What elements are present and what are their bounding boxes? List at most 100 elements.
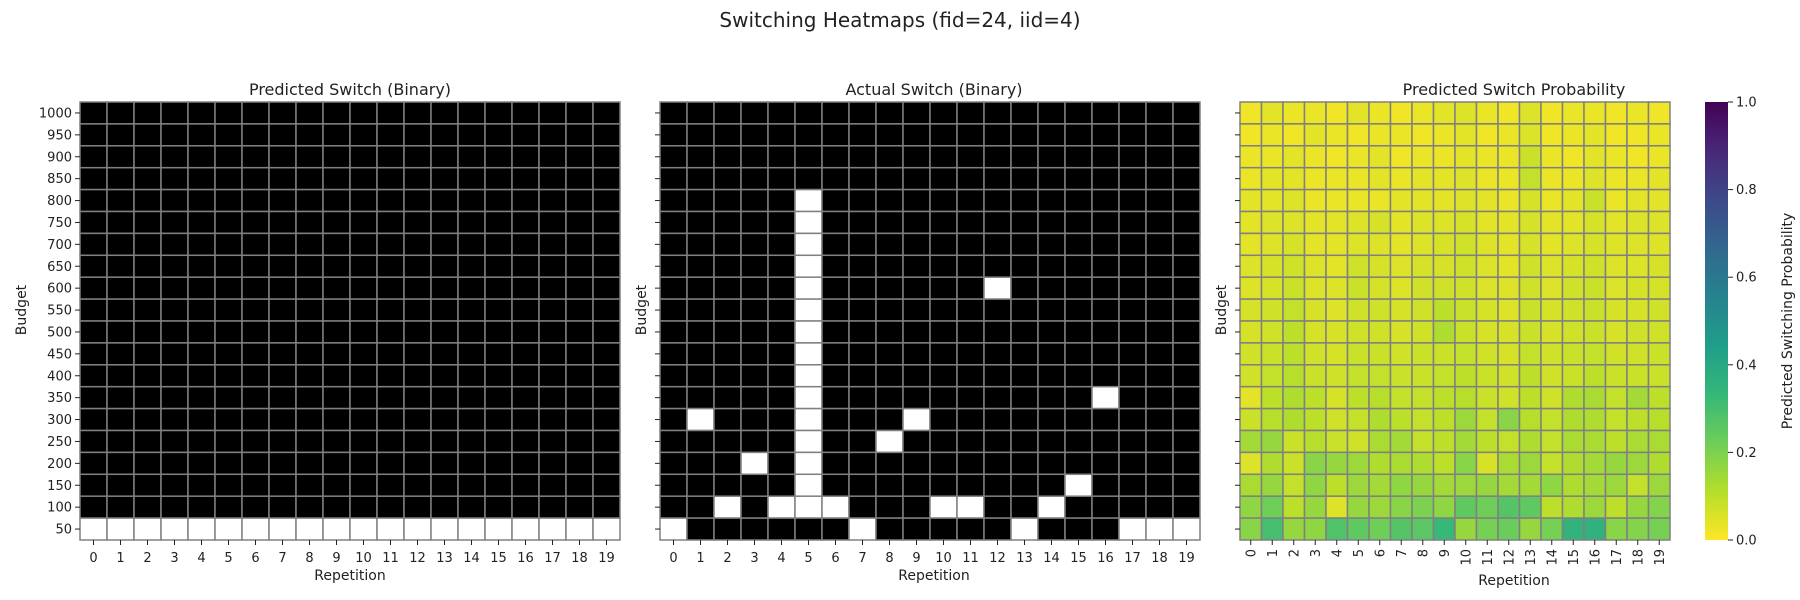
heatmap-cell (187, 254, 216, 278)
heatmap-cell (79, 232, 108, 257)
heatmap-cell (430, 495, 459, 519)
heatmap-cell (484, 320, 513, 344)
heatmap-cell (659, 276, 688, 300)
heatmap-cell (740, 298, 769, 322)
heatmap-cell (133, 364, 162, 388)
heatmap-cell (430, 188, 459, 213)
heatmap-cell (295, 320, 324, 344)
heatmap-cell (983, 517, 1012, 541)
heatmap-cell (160, 364, 189, 388)
heatmap-cell (794, 210, 823, 235)
x-tick-label: 9 (912, 551, 920, 566)
heatmap-cell (821, 188, 850, 213)
heatmap-cell (1145, 210, 1174, 235)
heatmap-cell (511, 385, 540, 410)
heatmap-cell (511, 407, 540, 432)
heatmap-cell (956, 101, 985, 125)
heatmap-cell (457, 188, 486, 213)
heatmap-cell (133, 517, 162, 541)
heatmap-cell (268, 364, 297, 388)
heatmap-cell (322, 123, 351, 147)
heatmap-cell (403, 320, 432, 344)
heatmap-cell (79, 123, 108, 147)
heatmap-cell (1239, 473, 1263, 497)
heatmap-cell (349, 166, 378, 191)
tick-labels-actual-binary: 0 1 2 3 4 5 6 7 8 9 10 11 12 13 14 15 16 17 18 19 (655, 112, 1195, 566)
heatmap-cell (376, 451, 405, 476)
heatmap-cell (376, 517, 405, 541)
heatmap-cell (1346, 385, 1370, 410)
heatmap-cell (1037, 385, 1066, 410)
y-axis-label-predicted-probability: Budget (1214, 284, 1230, 335)
heatmap-cell (511, 123, 540, 147)
heatmap-cell (929, 276, 958, 300)
heatmap-cell (133, 232, 162, 257)
heatmap-cell (79, 342, 108, 366)
heatmap-cell (322, 385, 351, 410)
heatmap-cell (875, 276, 904, 300)
heatmap-cell (1604, 145, 1628, 169)
heatmap-cell (1389, 101, 1413, 125)
heatmap-cell (1239, 342, 1263, 366)
heatmap-cell (1145, 451, 1174, 476)
heatmap-cell (187, 188, 216, 213)
heatmap-cell (565, 188, 594, 213)
heatmap-cell (1346, 451, 1370, 476)
heatmap-cell (686, 342, 715, 366)
heatmap-cell (295, 123, 324, 147)
heatmap-cell (187, 364, 216, 388)
heatmap-cell (1260, 232, 1284, 257)
heatmap-cell (1282, 385, 1306, 410)
heatmap-cell (1172, 517, 1201, 541)
heatmap-cell (659, 210, 688, 235)
heatmap-cell (214, 429, 243, 454)
heatmap-cell (322, 232, 351, 257)
heatmap-cell (983, 210, 1012, 235)
x-tick-label: 0 (89, 551, 97, 566)
heatmap-cell (875, 188, 904, 213)
heatmap-cell (956, 188, 985, 213)
heatmap-cell (1239, 145, 1263, 169)
heatmap-cell (241, 495, 270, 519)
heatmap-cell (740, 101, 769, 125)
heatmap-cell (1239, 166, 1263, 191)
heatmap-cell (1145, 429, 1174, 454)
heatmap-cell (1647, 429, 1671, 454)
heatmap-cell (511, 429, 540, 454)
heatmap-cell (929, 517, 958, 541)
heatmap-cell (1010, 210, 1039, 235)
heatmap-cell (160, 254, 189, 278)
heatmap-cell (1368, 276, 1392, 300)
heatmap-cell (349, 101, 378, 125)
heatmap-cell (1583, 123, 1607, 147)
heatmap-cell (1239, 451, 1263, 476)
heatmap-cell (484, 188, 513, 213)
heatmap-cell (1561, 101, 1585, 125)
heatmap-cell (1411, 232, 1435, 257)
heatmap-cell (1145, 188, 1174, 213)
heatmap-cell (767, 407, 796, 432)
heatmap-cell (1010, 166, 1039, 191)
heatmap-cell (349, 254, 378, 278)
heatmap-cell (956, 473, 985, 497)
heatmap-cell (403, 364, 432, 388)
heatmap-cell (1432, 210, 1456, 235)
heatmap-cell (1118, 101, 1147, 125)
heatmap-cell (457, 254, 486, 278)
heatmap-cell (322, 210, 351, 235)
heatmap-cell (592, 188, 621, 213)
heatmap-cell (322, 451, 351, 476)
heatmap-cell (160, 123, 189, 147)
heatmap-cell (1604, 298, 1628, 322)
heatmap-cell (187, 166, 216, 191)
heatmap-cell (376, 407, 405, 432)
heatmap-cell (1260, 210, 1284, 235)
heatmap-cell (1389, 385, 1413, 410)
heatmap-cell (929, 298, 958, 322)
heatmap-cell (686, 101, 715, 125)
heatmap-cell (1037, 188, 1066, 213)
heatmap-cell (686, 473, 715, 497)
heatmap-cell (565, 385, 594, 410)
heatmap-cell (713, 276, 742, 300)
heatmap-cell (713, 385, 742, 410)
